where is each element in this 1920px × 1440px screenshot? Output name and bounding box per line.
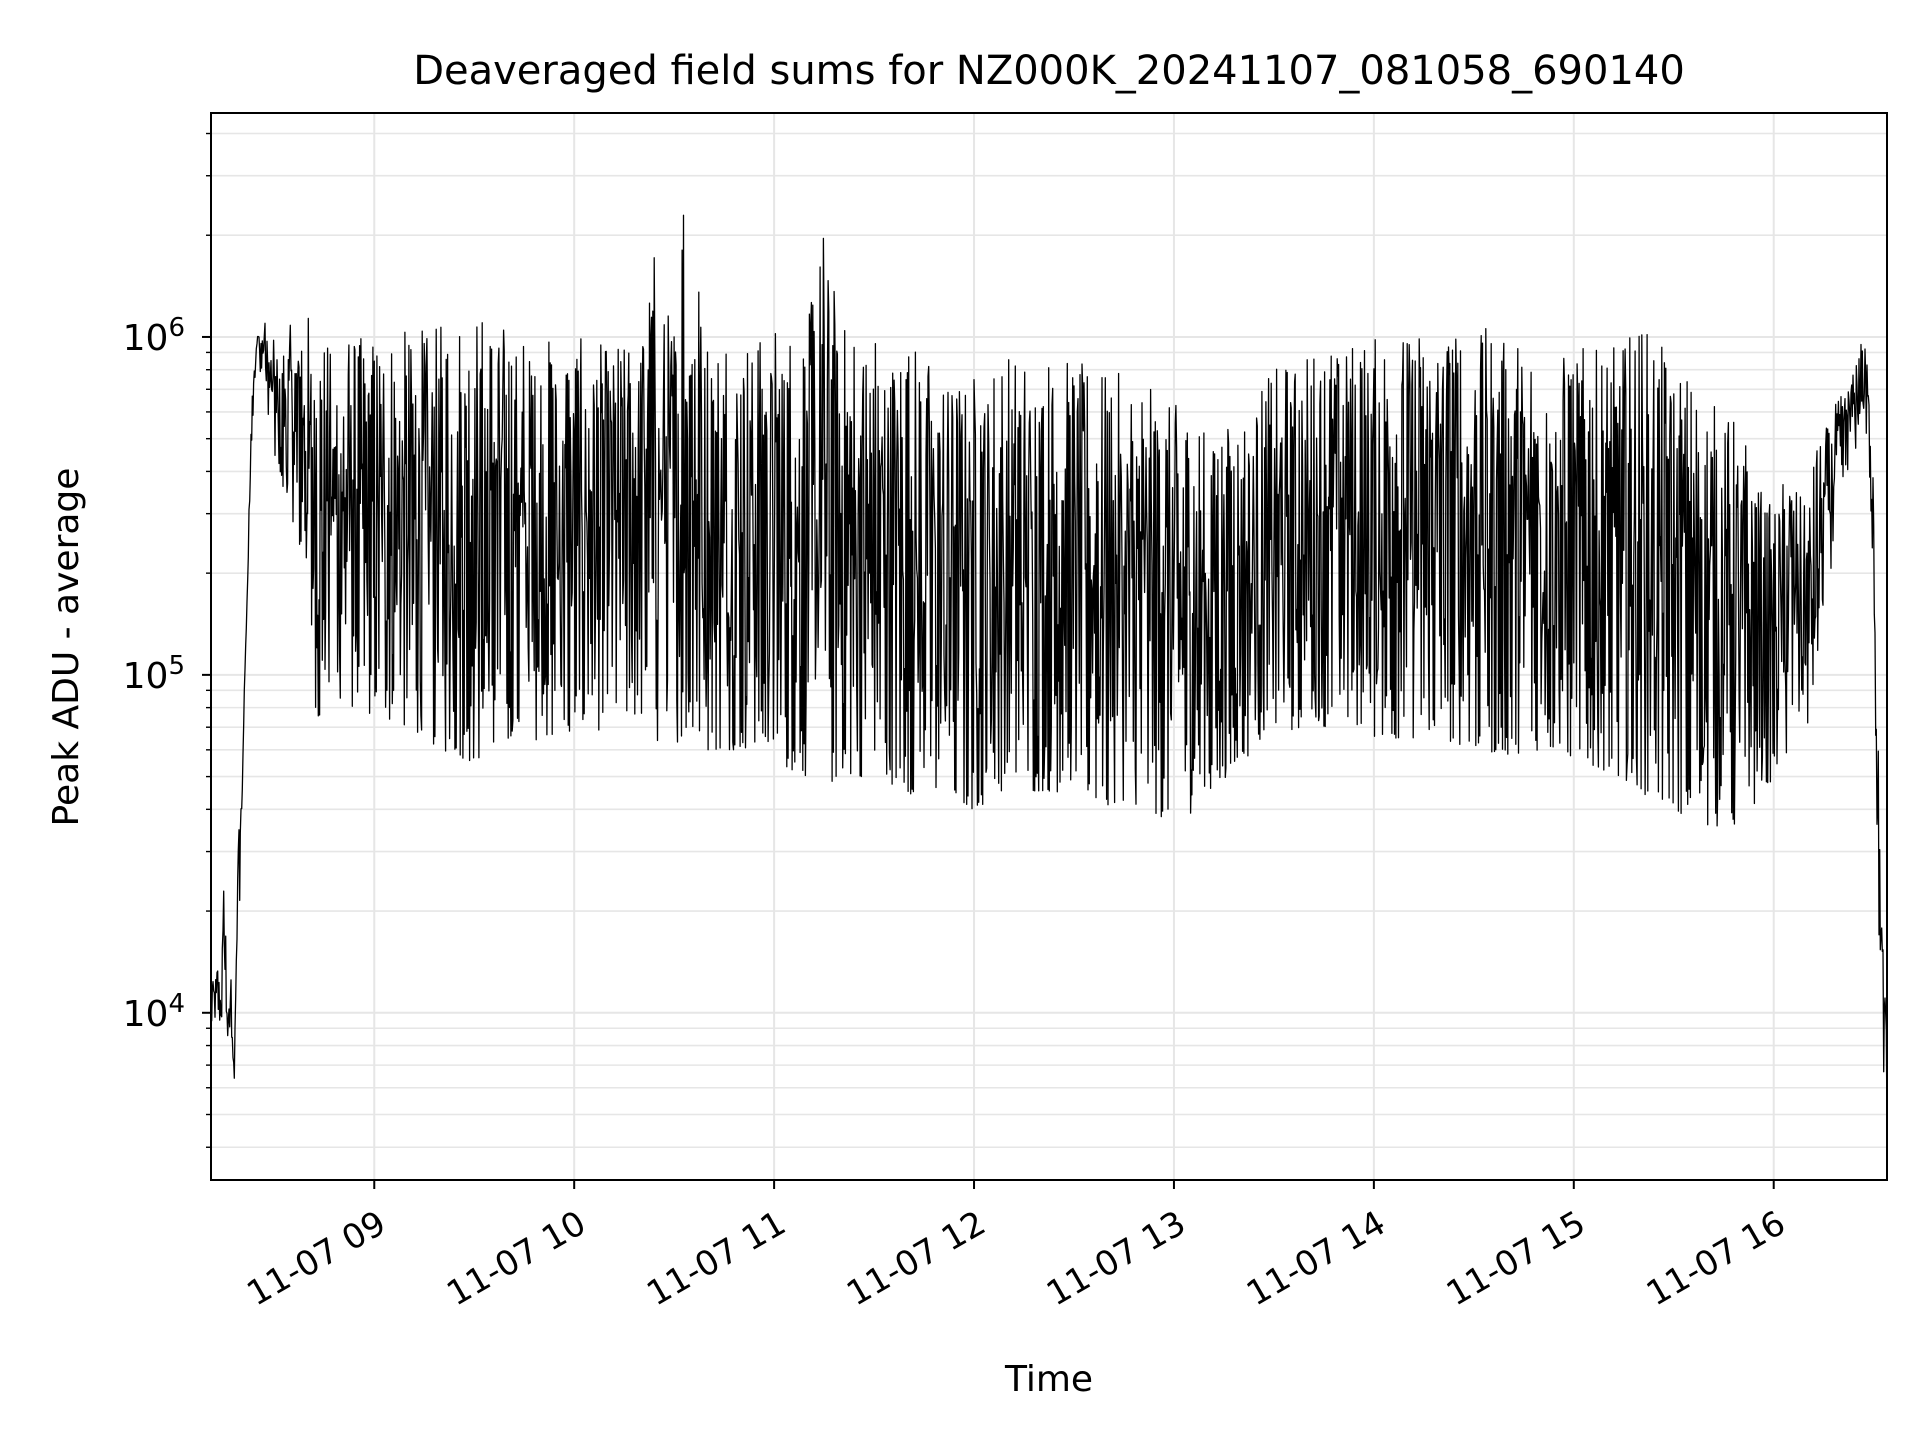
x-axis-label: Time <box>1004 1359 1093 1400</box>
y-tick-label: 106 <box>123 313 185 359</box>
y-tick-label: 104 <box>123 989 185 1035</box>
data-trace <box>210 214 1888 1131</box>
y-tick-label: 105 <box>123 651 185 697</box>
y-axis-label: Peak ADU - average <box>46 468 87 827</box>
series-line <box>210 214 1888 1131</box>
chart-title: Deaveraged field sums for NZ000K_2024110… <box>413 48 1685 94</box>
y-axis: 104 105 106 <box>123 132 211 1148</box>
plot-frame <box>210 112 1888 1181</box>
